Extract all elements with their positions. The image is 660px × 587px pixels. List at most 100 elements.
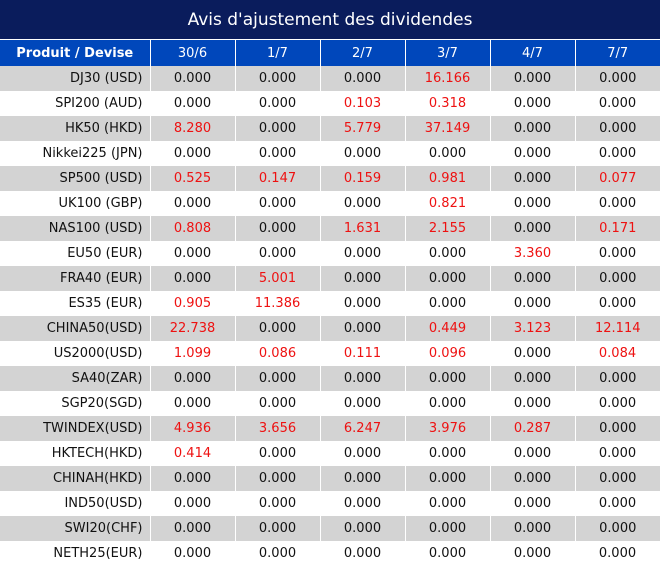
dividend-value-cell: 0.000 <box>320 291 406 316</box>
table-row: DJ30 (USD) 0.000 0.000 0.000 16.166 0.000 0.00… <box>0 66 660 91</box>
product-cell: HKTECH(HKD) <box>0 441 151 466</box>
dividend-value-cell: 12.114 <box>575 316 660 341</box>
dividend-value-cell: 0.000 <box>575 466 660 491</box>
table-row: EU50 (EUR) 0.000 0.000 0.000 0.000 3.360 0.000 <box>0 241 660 266</box>
table-row: CHINA50(USD) 22.738 0.000 0.000 0.449 3.123 12… <box>0 316 660 341</box>
product-cell: DJ30 (USD) <box>0 66 151 91</box>
product-cell: HK50 (HKD) <box>0 116 151 141</box>
dividend-value-cell: 0.449 <box>405 316 491 341</box>
dividend-value-cell: 0.000 <box>490 441 576 466</box>
table-row: NAS100 (USD) 0.808 0.000 1.631 2.155 0.000 0.1… <box>0 216 660 241</box>
dividend-value-cell: 0.000 <box>235 466 321 491</box>
column-header-date: 2/7 <box>320 40 406 66</box>
dividend-value-cell: 0.905 <box>150 291 236 316</box>
dividend-value-cell: 0.000 <box>575 66 660 91</box>
table-row: ES35 (EUR) 0.905 11.386 0.000 0.000 0.000 0.00… <box>0 291 660 316</box>
dividend-value-cell: 0.000 <box>320 441 406 466</box>
dividend-value-cell: 0.000 <box>150 91 236 116</box>
dividend-value-cell: 0.000 <box>490 166 576 191</box>
column-header-date: 7/7 <box>575 40 660 66</box>
dividend-value-cell: 0.000 <box>575 241 660 266</box>
dividend-value-cell: 0.000 <box>320 191 406 216</box>
dividend-value-cell: 0.077 <box>575 166 660 191</box>
table-row: TWINDEX(USD) 4.936 3.656 6.247 3.976 0.287 0.0… <box>0 416 660 441</box>
dividend-value-cell: 16.166 <box>405 66 491 91</box>
dividend-value-cell: 0.525 <box>150 166 236 191</box>
dividend-value-cell: 0.000 <box>490 466 576 491</box>
dividend-value-cell: 0.000 <box>235 441 321 466</box>
table-row: IND50(USD) 0.000 0.000 0.000 0.000 0.000 0.000 <box>0 491 660 516</box>
table-row: FRA40 (EUR) 0.000 5.001 0.000 0.000 0.000 0.00… <box>0 266 660 291</box>
dividend-value-cell: 3.123 <box>490 316 576 341</box>
dividend-value-cell: 0.000 <box>320 316 406 341</box>
dividend-value-cell: 0.000 <box>490 291 576 316</box>
dividend-value-cell: 0.147 <box>235 166 321 191</box>
dividend-value-cell: 0.000 <box>405 266 491 291</box>
dividend-value-cell: 0.000 <box>320 266 406 291</box>
dividend-value-cell: 0.000 <box>575 266 660 291</box>
dividend-value-cell: 0.000 <box>235 216 321 241</box>
dividend-value-cell: 0.000 <box>320 141 406 166</box>
table-row: SGP20(SGD) 0.000 0.000 0.000 0.000 0.000 0.000 <box>0 391 660 416</box>
dividend-value-cell: 0.000 <box>150 541 236 566</box>
header-row: Produit / Devise 30/6 1/7 2/7 3/7 4/7 7/… <box>0 40 660 66</box>
dividend-value-cell: 0.000 <box>575 491 660 516</box>
dividend-value-cell: 0.000 <box>235 241 321 266</box>
dividend-value-cell: 0.000 <box>490 341 576 366</box>
dividend-value-cell: 0.000 <box>150 191 236 216</box>
dividend-value-cell: 0.000 <box>235 366 321 391</box>
dividend-value-cell: 0.000 <box>490 116 576 141</box>
dividend-value-cell: 0.414 <box>150 441 236 466</box>
dividend-value-cell: 0.000 <box>150 241 236 266</box>
dividend-value-cell: 0.000 <box>490 91 576 116</box>
table-row: NETH25(EUR) 0.000 0.000 0.000 0.000 0.000 0.00… <box>0 541 660 566</box>
dividend-value-cell: 0.000 <box>575 541 660 566</box>
dividend-value-cell: 0.000 <box>320 466 406 491</box>
table-row: SP500 (USD) 0.525 0.147 0.159 0.981 0.000 0.07… <box>0 166 660 191</box>
table-row: SA40(ZAR) 0.000 0.000 0.000 0.000 0.000 0.000 <box>0 366 660 391</box>
dividend-value-cell: 6.247 <box>320 416 406 441</box>
dividend-value-cell: 8.280 <box>150 116 236 141</box>
dividend-value-cell: 0.000 <box>575 191 660 216</box>
dividend-value-cell: 0.103 <box>320 91 406 116</box>
dividend-value-cell: 0.000 <box>150 266 236 291</box>
dividend-value-cell: 0.000 <box>235 191 321 216</box>
dividend-value-cell: 0.000 <box>405 141 491 166</box>
table-row: Nikkei225 (JPN) 0.000 0.000 0.000 0.000 0.000… <box>0 141 660 166</box>
product-cell: ES35 (EUR) <box>0 291 151 316</box>
dividend-value-cell: 0.000 <box>575 416 660 441</box>
dividend-value-cell: 0.000 <box>235 316 321 341</box>
dividend-value-cell: 0.000 <box>575 516 660 541</box>
dividend-value-cell: 22.738 <box>150 316 236 341</box>
table-row: US2000(USD) 1.099 0.086 0.111 0.096 0.000 0.08… <box>0 341 660 366</box>
dividend-value-cell: 0.981 <box>405 166 491 191</box>
dividend-value-cell: 0.000 <box>405 516 491 541</box>
table-row: HK50 (HKD) 8.280 0.000 5.779 37.149 0.000 0.00… <box>0 116 660 141</box>
dividend-value-cell: 0.000 <box>405 391 491 416</box>
dividend-value-cell: 0.159 <box>320 166 406 191</box>
page-title: Avis d'ajustement des dividendes <box>0 0 660 39</box>
dividend-value-cell: 0.000 <box>235 91 321 116</box>
table-row: SWI20(CHF) 0.000 0.000 0.000 0.000 0.000 0.000 <box>0 516 660 541</box>
dividend-value-cell: 0.000 <box>150 516 236 541</box>
dividend-value-cell: 1.631 <box>320 216 406 241</box>
dividend-value-cell: 0.084 <box>575 341 660 366</box>
dividend-value-cell: 0.000 <box>490 191 576 216</box>
product-cell: US2000(USD) <box>0 341 151 366</box>
dividend-value-cell: 2.155 <box>405 216 491 241</box>
dividend-value-cell: 0.000 <box>405 291 491 316</box>
product-cell: SP500 (USD) <box>0 166 151 191</box>
dividend-value-cell: 0.000 <box>320 491 406 516</box>
column-header-date: 4/7 <box>490 40 576 66</box>
dividend-value-cell: 0.000 <box>405 491 491 516</box>
dividend-value-cell: 0.000 <box>150 141 236 166</box>
product-cell: SWI20(CHF) <box>0 516 151 541</box>
dividend-value-cell: 0.808 <box>150 216 236 241</box>
column-header-date: 1/7 <box>235 40 321 66</box>
dividend-value-cell: 0.111 <box>320 341 406 366</box>
product-cell: SA40(ZAR) <box>0 366 151 391</box>
dividend-value-cell: 0.000 <box>320 541 406 566</box>
dividend-value-cell: 0.000 <box>235 141 321 166</box>
dividend-value-cell: 0.000 <box>490 266 576 291</box>
